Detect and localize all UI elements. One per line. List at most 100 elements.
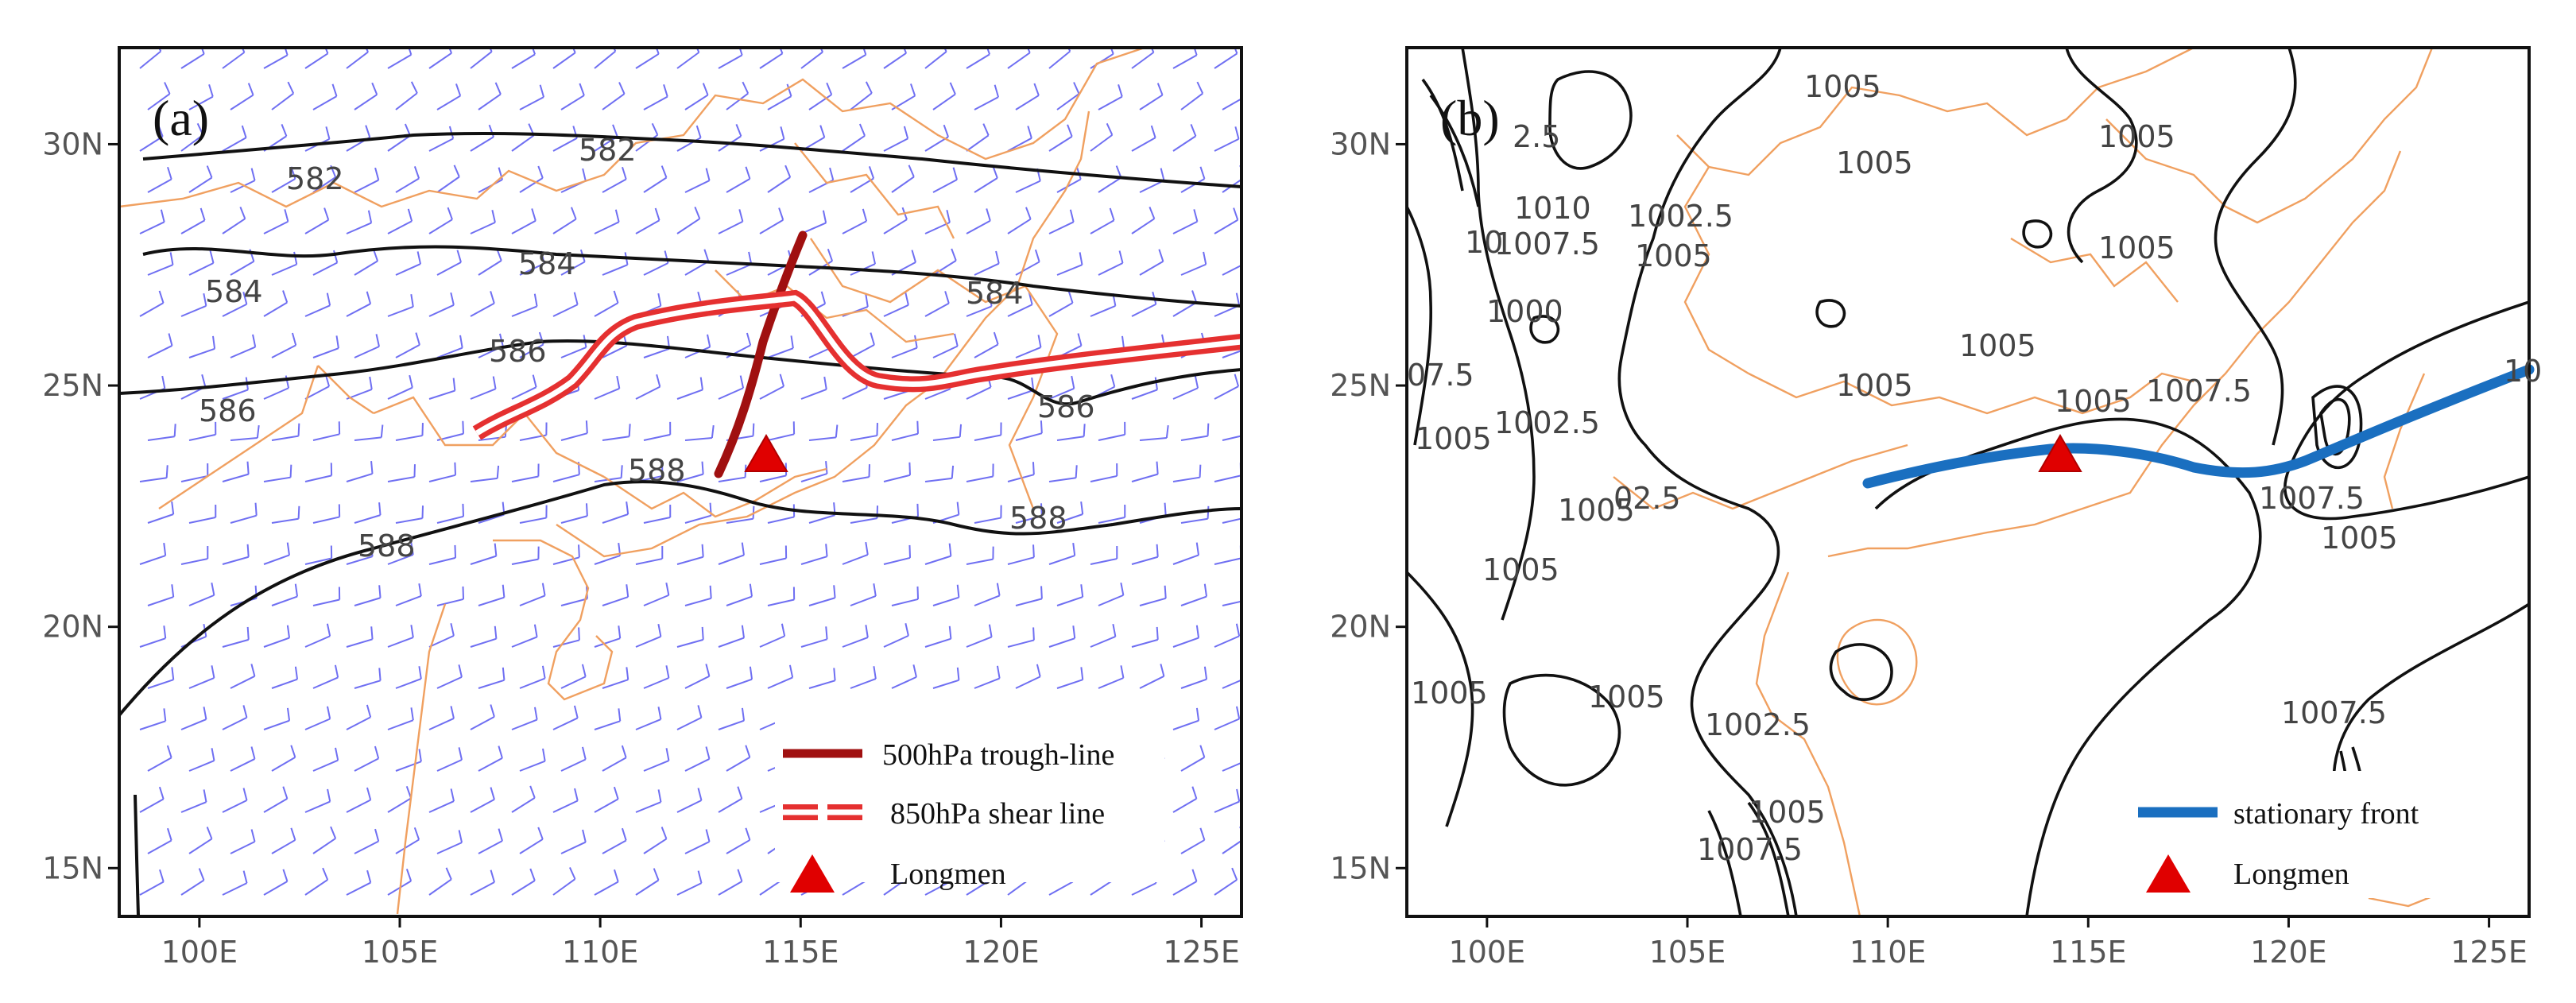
wind-barb <box>552 52 576 69</box>
wind-barb-flag <box>790 335 794 349</box>
wind-barb-flag <box>1191 869 1198 882</box>
shear-line <box>472 289 1243 440</box>
wind-barb <box>1048 302 1074 317</box>
lat-tick-label: 25N <box>42 368 103 403</box>
wind-barb <box>511 475 539 482</box>
wind-barb <box>147 345 172 358</box>
wind-barb-flag <box>735 124 742 137</box>
wind-barb-flag <box>369 376 373 390</box>
wind-barb <box>1214 385 1239 400</box>
wind-barb <box>883 137 908 152</box>
wind-barb <box>552 556 580 565</box>
wind-barb-flag <box>492 376 497 389</box>
wind-barb <box>767 176 791 193</box>
wind-barb <box>552 137 578 152</box>
wind-barb <box>850 92 873 110</box>
wind-barb <box>263 301 288 317</box>
wind-barb-flag <box>167 166 172 180</box>
svg-text:584: 584 <box>966 276 1024 311</box>
wind-barb-flag <box>494 625 498 639</box>
wind-barb-flag <box>943 124 949 137</box>
wind-barb-flag <box>1083 424 1086 437</box>
panel-a-axis-ticks: 30N 25N 20N 15N 100E 105E 110E 115E 120E 125E <box>42 126 1240 970</box>
wind-barb-flag <box>168 333 173 347</box>
wind-barb <box>436 598 464 606</box>
wind-barb-flag <box>1073 82 1080 95</box>
wind-barb-flag <box>413 166 420 179</box>
wind-barb-flag <box>1118 250 1124 264</box>
wind-barb <box>436 515 464 524</box>
wind-barb <box>1015 95 1040 110</box>
wind-barb-flag <box>618 625 622 639</box>
wind-barb <box>395 761 422 772</box>
wind-barb <box>726 595 753 606</box>
wind-barb-flag <box>1158 249 1164 262</box>
wind-barb-flag <box>613 786 619 800</box>
wind-barb <box>519 517 547 524</box>
wind-barb <box>850 177 874 193</box>
wind-barb <box>1180 839 1205 854</box>
wind-barb-flag <box>1036 664 1041 677</box>
wind-barb-flag <box>579 83 585 96</box>
wind-barb <box>436 261 462 276</box>
wind-barb <box>684 180 710 193</box>
wind-barb-flag <box>374 828 380 842</box>
wind-barb-flag <box>705 746 711 760</box>
wind-barb <box>346 799 371 813</box>
wind-barb-flag <box>705 168 711 181</box>
wind-barb <box>966 880 990 896</box>
wind-barb <box>602 264 628 276</box>
wind-barb <box>263 476 291 482</box>
wind-barb <box>222 218 246 234</box>
wind-barb-flag <box>1040 420 1043 434</box>
wind-barb-flag <box>657 789 662 803</box>
svg-text:1005: 1005 <box>2055 384 2132 419</box>
wind-barb <box>560 598 588 606</box>
wind-barb <box>718 54 743 69</box>
wind-barb-flag <box>418 749 422 762</box>
wind-barb <box>552 218 577 234</box>
wind-barb <box>312 676 339 689</box>
wind-barb <box>759 879 783 896</box>
wind-barb <box>147 178 172 193</box>
wind-barb <box>726 263 752 276</box>
lat-tick-label: 30N <box>42 126 103 161</box>
wind-barb <box>428 389 455 400</box>
wind-barb <box>924 881 950 896</box>
wind-barb <box>1131 137 1156 152</box>
wind-barb-flag <box>324 48 329 54</box>
wind-barb-flag <box>1199 166 1206 180</box>
wind-barb-flag <box>621 827 627 841</box>
svg-text:2.5: 2.5 <box>1513 119 1560 154</box>
wind-barb-flag <box>908 462 911 475</box>
wind-barb-flag <box>1120 665 1125 679</box>
wind-barb <box>800 638 827 648</box>
svg-text:1005: 1005 <box>1959 328 2036 363</box>
wind-barb-flag <box>1037 335 1042 348</box>
wind-barb <box>188 517 216 524</box>
wind-barb <box>1222 761 1242 772</box>
wind-barb <box>850 595 877 606</box>
wind-barb-flag <box>741 707 746 721</box>
wind-barb <box>966 636 992 648</box>
wind-barb-flag <box>780 126 785 140</box>
wind-barb-flag <box>163 543 167 556</box>
wind-barb-flag <box>905 292 909 306</box>
longmen-marker <box>744 434 788 472</box>
wind-barb <box>1222 600 1242 606</box>
wind-barb <box>684 841 710 854</box>
wind-barb <box>1015 676 1041 689</box>
lon-tick-label: 115E <box>762 935 839 970</box>
lon-tick-label: 120E <box>963 935 1040 970</box>
wind-barb <box>271 839 296 854</box>
wind-barb <box>436 759 463 772</box>
wind-barb-flag <box>737 786 743 800</box>
wind-barb <box>924 51 947 69</box>
wind-barb <box>974 96 999 110</box>
wind-barb <box>147 93 171 110</box>
wind-barb <box>759 385 784 400</box>
wind-barb-flag <box>241 125 247 138</box>
wind-barb-flag <box>868 166 875 179</box>
wind-barb-flag <box>239 206 246 219</box>
wind-barb <box>635 718 661 730</box>
